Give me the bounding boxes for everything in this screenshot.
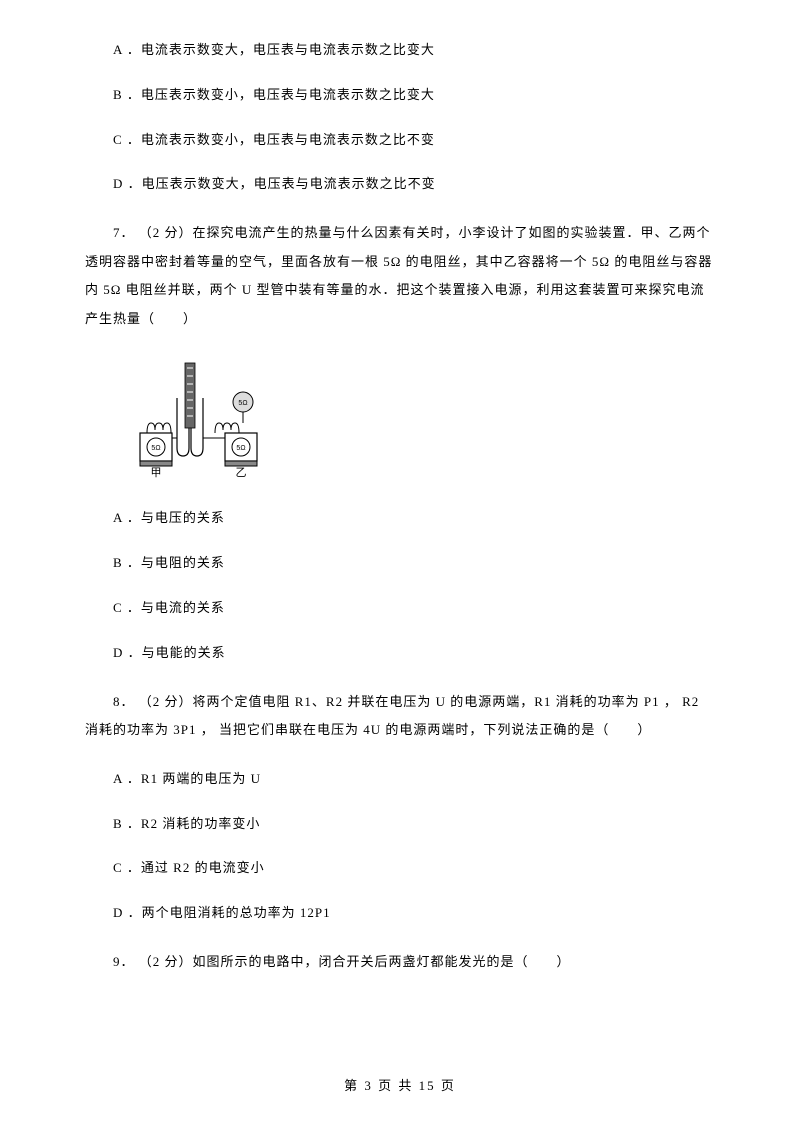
q7-option-a: A ．与电压的关系 [85,508,715,529]
apparatus-diagram: 5Ω 5Ω 5Ω 甲 [135,358,265,478]
q7-stem: 7． （2 分）在探究电流产生的热量与什么因素有关时，小李设计了如图的实验装置．… [85,219,715,333]
external-resistor-label: 5Ω [238,400,247,407]
q8-option-a: A ．R1 两端的电压为 U [85,769,715,790]
q9-stem: 9． （2 分）如图所示的电路中，闭合开关后两盏灯都能发光的是（ ） [85,948,715,977]
q6-option-d: D ．电压表示数变大，电压表与电流表示数之比不变 [85,174,715,195]
q7-option-c: C ．与电流的关系 [85,598,715,619]
q8-stem: 8． （2 分）将两个定值电阻 R1、R2 并联在电压为 U 的电源两端，R1 … [85,688,715,745]
q8-option-b: B ．R2 消耗的功率变小 [85,814,715,835]
q6-option-b: B ．电压表示数变小，电压表与电流表示数之比变大 [85,85,715,106]
left-base-label: 甲 [151,467,162,478]
q6-option-c: C ．电流表示数变小，电压表与电流表示数之比不变 [85,130,715,151]
q8-option-d: D ．两个电阻消耗的总功率为 12P1 [85,903,715,924]
q7-option-b: B ．与电阻的关系 [85,553,715,574]
page-footer: 第 3 页 共 15 页 [0,1076,800,1097]
q8-option-c: C ．通过 R2 的电流变小 [85,858,715,879]
q7-figure: 5Ω 5Ω 5Ω 甲 [135,358,715,485]
right-resistor-label: 5Ω [236,445,245,452]
q7-option-d: D ．与电能的关系 [85,643,715,664]
left-resistor-label: 5Ω [151,445,160,452]
page-content: A ．电流表示数变大，电压表与电流表示数之比变大 B ．电压表示数变小，电压表与… [0,0,800,1061]
q6-option-a: A ．电流表示数变大，电压表与电流表示数之比变大 [85,40,715,61]
right-base-label: 乙 [236,466,247,478]
